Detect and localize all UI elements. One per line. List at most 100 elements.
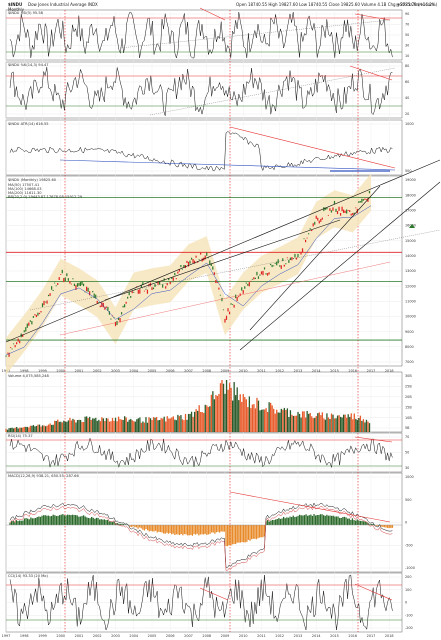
macd-histogram-bar xyxy=(311,515,314,525)
macd-histogram-bar xyxy=(257,525,259,539)
tick-label: 1000 xyxy=(405,475,414,479)
macd-histogram-bar xyxy=(71,514,74,525)
watermark: @StockCharts.com xyxy=(396,2,434,7)
price-bar xyxy=(270,263,272,266)
volume-bar xyxy=(32,425,35,432)
macd-histogram-bar xyxy=(228,525,230,546)
price-bar xyxy=(266,273,269,276)
price-bar xyxy=(318,220,320,224)
x-tick-label: 2013 xyxy=(294,369,303,373)
price-bar xyxy=(236,296,238,302)
tick-label: 25B xyxy=(405,385,412,389)
price-bar xyxy=(200,252,202,255)
volume-bar xyxy=(257,400,260,432)
price-bar xyxy=(104,306,106,310)
volume-bar xyxy=(105,418,108,432)
price-bar xyxy=(280,265,282,269)
x-tick-label: 2007 xyxy=(184,634,193,638)
price-bar xyxy=(326,207,328,210)
macd-histogram-bar xyxy=(209,525,211,534)
price-bar xyxy=(145,288,147,290)
volume-bar xyxy=(82,422,85,432)
divergence-line xyxy=(354,583,393,601)
volume-bar xyxy=(34,426,36,432)
volume-bar xyxy=(38,424,41,432)
price-bar xyxy=(105,306,107,308)
volume-bar xyxy=(253,404,255,432)
macd-histogram-bar xyxy=(159,525,162,533)
volume-bar xyxy=(327,417,330,432)
price-bar xyxy=(355,207,357,209)
volume-bar xyxy=(67,420,70,432)
volume-bar xyxy=(122,419,124,432)
volume-bar xyxy=(22,427,24,432)
macd-histogram-bar xyxy=(99,519,101,525)
price-bar xyxy=(174,272,176,276)
price-bar xyxy=(215,280,217,284)
price-bar xyxy=(344,210,346,213)
volume-bar xyxy=(19,427,21,432)
macd-histogram-bar xyxy=(73,514,75,525)
volume-bar xyxy=(282,409,284,432)
volume-bar xyxy=(359,415,362,432)
macd-histogram-bar xyxy=(180,525,182,535)
volume-bar xyxy=(127,421,129,432)
volume-bar xyxy=(119,419,121,432)
price-bar xyxy=(339,213,342,216)
price-bar xyxy=(107,306,109,311)
atr-label: $INDU ATR(14) 616.55 xyxy=(8,122,49,126)
macd-histogram-bar xyxy=(294,516,296,525)
macd-histogram-bar xyxy=(300,515,302,525)
price-bar xyxy=(81,281,83,285)
volume-bar xyxy=(145,417,147,432)
volume-bar xyxy=(143,422,146,432)
volume-bar xyxy=(54,420,56,432)
channel-line xyxy=(249,185,381,331)
volume-bar xyxy=(335,418,337,432)
price-bar xyxy=(195,255,197,258)
macd-histogram-bar xyxy=(11,521,13,525)
price-bar xyxy=(99,305,101,308)
macd-histogram-bar xyxy=(359,520,362,525)
price-bar xyxy=(119,318,121,323)
volume-label: Volume 4,075,585,248 xyxy=(8,374,49,378)
volume-bar xyxy=(35,425,38,432)
macd-histogram-bar xyxy=(142,525,144,530)
volume-bar xyxy=(312,418,314,432)
macd-histogram-bar xyxy=(195,525,197,535)
macd-histogram-bar xyxy=(380,525,382,527)
tick-label: 10B xyxy=(405,416,412,420)
x-tick-label: 2005 xyxy=(148,369,157,373)
volume-bar xyxy=(81,421,83,432)
x-tick-label: 1998 xyxy=(20,369,29,373)
macd-histogram-bar xyxy=(12,520,14,525)
macd-histogram-bar xyxy=(355,520,357,525)
volume-bar xyxy=(89,416,91,432)
volume-bar xyxy=(244,397,246,432)
price-bar xyxy=(35,314,38,318)
macd-histogram-bar xyxy=(148,525,150,532)
trendline xyxy=(29,229,441,311)
price-bar xyxy=(256,271,258,276)
macd-histogram-bar xyxy=(271,519,274,525)
volume-bar xyxy=(130,418,132,432)
volume-bar xyxy=(291,414,293,432)
price-bar xyxy=(34,314,36,316)
volume-bar xyxy=(347,414,349,432)
macd-histogram-bar xyxy=(22,520,24,525)
tick-label: 13000 xyxy=(405,269,416,273)
macd-histogram-bar xyxy=(190,525,192,535)
macd-histogram-bar xyxy=(383,525,386,528)
macd-histogram-bar xyxy=(155,525,157,531)
macd-histogram-bar xyxy=(193,525,195,535)
price-bar xyxy=(271,264,273,268)
volume-bar xyxy=(163,416,165,432)
divergence-line xyxy=(354,436,393,443)
volume-bar xyxy=(61,422,63,432)
volume-bar xyxy=(187,413,190,432)
volume-bar xyxy=(60,421,62,432)
price-bar xyxy=(168,278,170,281)
volume-bar xyxy=(362,419,365,432)
x-tick-label: 2013 xyxy=(294,634,303,638)
volume-bar xyxy=(111,417,114,432)
